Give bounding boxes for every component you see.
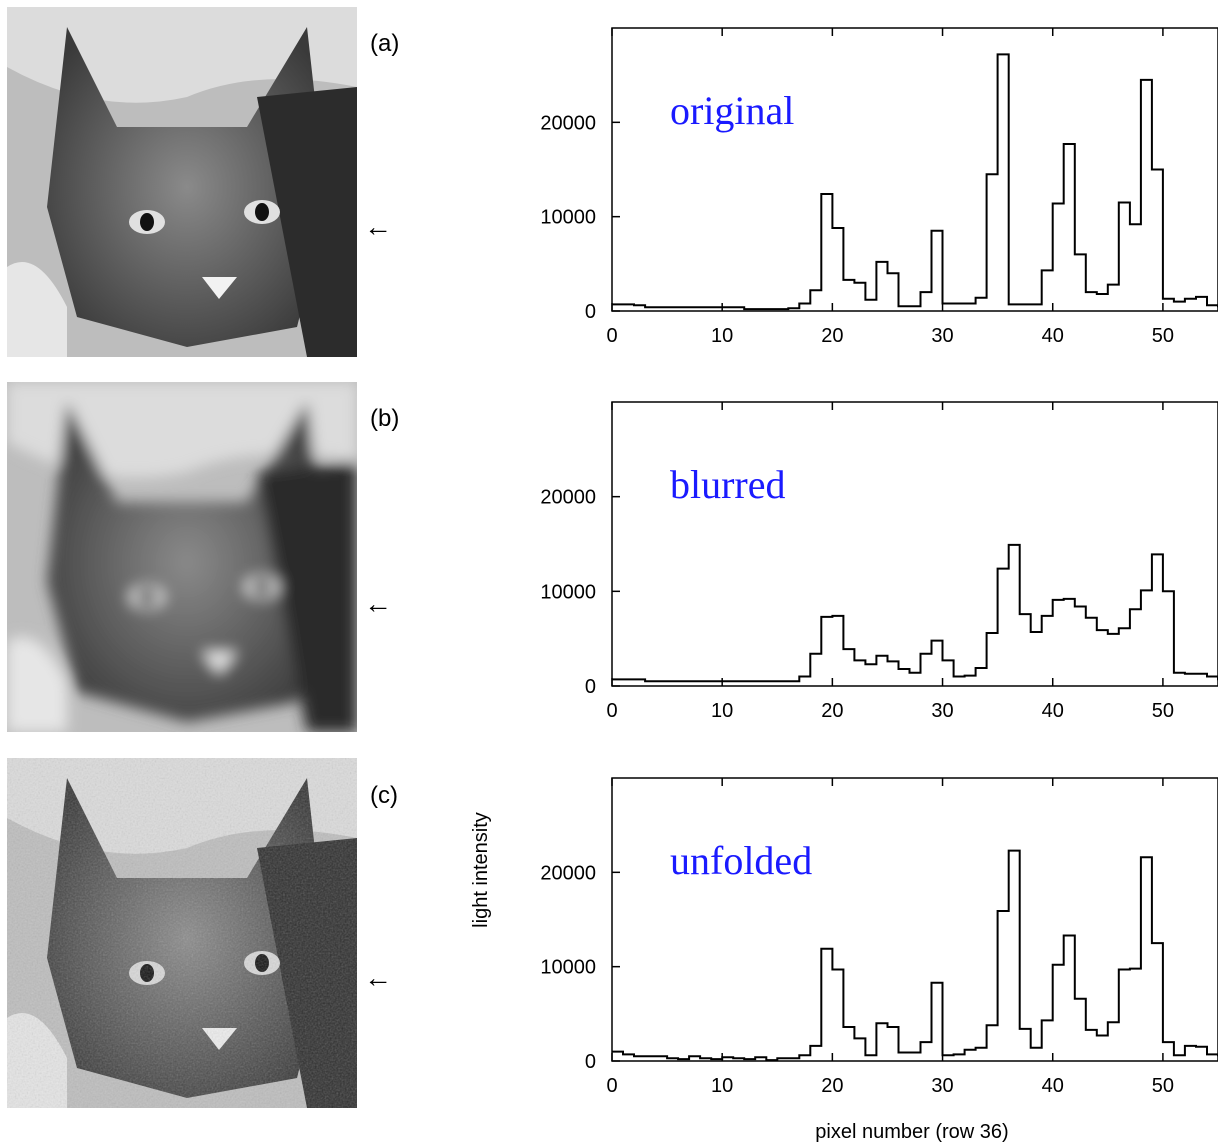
- panel-0-x-tick-label-0: 0: [606, 325, 617, 347]
- panel-1-plot-frame: [611, 401, 1218, 687]
- panel-1-series-annotation: blurred: [670, 462, 786, 507]
- cat-photo-unfolded: [7, 758, 357, 1108]
- panel-label-a: (a): [370, 30, 400, 57]
- panel-2-x-tick-label-50: 50: [1152, 1075, 1174, 1097]
- row-arrow-a: ←: [364, 211, 392, 242]
- panel-2-y-tick-label-0: 0: [585, 1051, 596, 1073]
- panel-2-series-step-line: [612, 849, 1218, 1062]
- panel-0-x-tick-label-10: 10: [711, 325, 733, 347]
- row-arrow-b: ←: [364, 588, 392, 619]
- panel-label-c: (c): [370, 782, 398, 809]
- panel-2-y-tick-label-20000: 20000: [540, 862, 596, 884]
- panel-1-x-tick-label-20: 20: [821, 700, 843, 722]
- panel-1-y-tick-label-0: 0: [585, 676, 596, 698]
- panel-2-x-tick-label-0: 0: [606, 1075, 617, 1097]
- x-axis-title: pixel number (row 36): [815, 1121, 1008, 1143]
- panel-0-x-tick-label-50: 50: [1152, 325, 1174, 347]
- panel-0-series-annotation: original: [670, 88, 794, 133]
- panel-0-plot-frame: [611, 27, 1218, 312]
- panel-1-y-tick-label-20000: 20000: [540, 487, 596, 509]
- panel-2-series-annotation: unfolded: [670, 838, 812, 883]
- panel-0-x-tick-label-20: 20: [821, 325, 843, 347]
- panel-1-y-tick-label-10000: 10000: [540, 581, 596, 603]
- panel-0-x-tick-label-30: 30: [931, 325, 953, 347]
- panel-0-y-tick-label-10000: 10000: [540, 207, 596, 229]
- panel-1-x-tick-label-40: 40: [1042, 700, 1064, 722]
- panel-1-x-tick-label-50: 50: [1152, 700, 1174, 722]
- panel-2-x-tick-label-40: 40: [1042, 1075, 1064, 1097]
- row-arrow-c: ←: [364, 962, 392, 993]
- panel-2-x-tick-label-20: 20: [821, 1075, 843, 1097]
- panel-1-x-tick-label-30: 30: [931, 700, 953, 722]
- panel-label-b: (b): [370, 405, 400, 432]
- panel-1-series-step-line: [612, 543, 1218, 683]
- panel-0-y-tick-label-20000: 20000: [540, 112, 596, 134]
- panel-2-x-tick-label-10: 10: [711, 1075, 733, 1097]
- cat-photo-blurred: [7, 382, 357, 732]
- panel-1-x-tick-label-0: 0: [606, 700, 617, 722]
- panel-0-series-step-line: [612, 53, 1218, 311]
- panel-1-x-tick-label-10: 10: [711, 700, 733, 722]
- panel-0-y-tick-label-0: 0: [585, 301, 596, 323]
- panel-0-x-tick-label-40: 40: [1042, 325, 1064, 347]
- panel-2-plot-frame: [611, 777, 1218, 1062]
- panel-2-x-tick-label-30: 30: [931, 1075, 953, 1097]
- y-axis-title: light intensity: [470, 812, 492, 928]
- cat-photo-original: [7, 7, 357, 357]
- panel-2-y-tick-label-10000: 10000: [540, 957, 596, 979]
